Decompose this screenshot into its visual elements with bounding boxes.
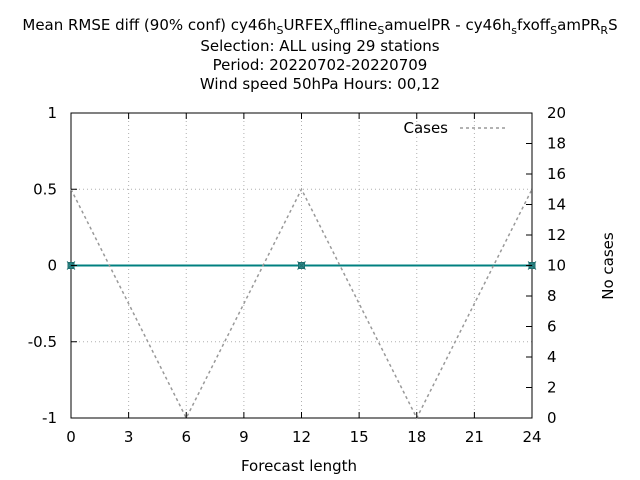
y-right-tick-label: 6 [547, 318, 557, 336]
y-left-tick-label: -1 [42, 409, 57, 427]
tick-layer: 0 3 6 9 12 15 18 21 2410.50-0.5-1201816141210864… [28, 104, 566, 446]
title-text: amuelPR - cy46h [384, 16, 512, 34]
x-tick-label: 12 [292, 428, 311, 446]
x-tick-label: 24 [522, 428, 541, 446]
title-subscript: S [276, 24, 284, 37]
title-subscript: R [600, 24, 609, 37]
title-subscript: s [511, 24, 517, 37]
y-right-tick-label: 12 [547, 226, 566, 244]
x-tick-label: 15 [350, 428, 369, 446]
series-layer [66, 187, 537, 420]
y-right-tick-label: 20 [547, 104, 566, 122]
y-right-tick-label: 16 [547, 165, 566, 183]
y-left-tick-label: 1 [47, 104, 57, 122]
y-left-tick-label: -0.5 [28, 333, 57, 351]
x-tick-label: 21 [465, 428, 484, 446]
series-point-marker [297, 261, 306, 270]
y-right-tick-label: 8 [547, 287, 557, 305]
chart-title-line-2: Selection: ALL using 29 stations [200, 37, 440, 55]
y-right-tick-label: 18 [547, 135, 566, 153]
title-text: S [608, 16, 618, 34]
legend-label-cases: Cases [403, 119, 448, 137]
title-subscript: S [377, 24, 385, 37]
title-subscript: S [550, 24, 558, 37]
chart-title-line-1: Mean RMSE diff (90% conf) cy46hSURFEXoff… [0, 16, 640, 40]
x-tick-label: 18 [407, 428, 426, 446]
title-text: URFEX [283, 16, 334, 34]
y-right-tick-label: 2 [547, 379, 557, 397]
right-y-axis-label: No cases [599, 232, 617, 300]
legend: Cases [403, 119, 506, 137]
title-text: amPR [557, 16, 601, 34]
y-left-tick-label: 0.5 [33, 180, 57, 198]
chart-title-line-3: Period: 20220702-20220709 [212, 56, 428, 74]
y-right-tick-label: 10 [547, 257, 566, 275]
y-right-tick-label: 14 [547, 196, 566, 214]
title-text: fxoff [516, 16, 551, 34]
y-left-tick-label: 0 [47, 257, 57, 275]
y-right-tick-label: 0 [547, 409, 557, 427]
title-subscript: o [333, 24, 340, 37]
marker-cross [297, 261, 306, 270]
chart-title-line-4: Wind speed 50hPa Hours: 00,12 [199, 75, 441, 93]
title-text: Mean RMSE diff (90% conf) cy46h [22, 16, 277, 34]
y-right-tick-label: 4 [547, 348, 557, 366]
title-text: ffline [339, 16, 378, 34]
x-tick-label: 0 [66, 428, 76, 446]
x-tick-label: 9 [239, 428, 249, 446]
series-line-cases [70, 187, 533, 420]
x-tick-label: 3 [124, 428, 134, 446]
x-axis-label: Forecast length [241, 457, 357, 475]
x-tick-label: 6 [181, 428, 191, 446]
